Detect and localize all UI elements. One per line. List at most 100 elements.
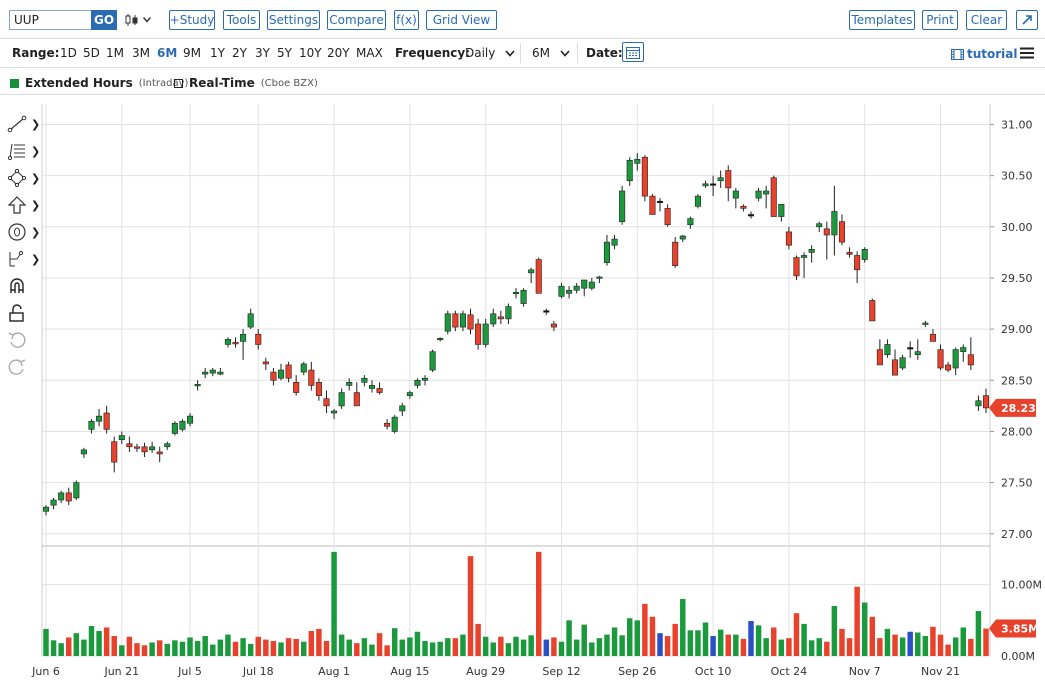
undo-button[interactable] xyxy=(7,329,41,351)
templates-button[interactable]: Templates xyxy=(849,10,915,30)
volume-bar xyxy=(930,626,936,656)
range-5d[interactable]: 5D xyxy=(83,46,100,60)
volume-bar xyxy=(422,641,428,656)
tool-fibonacci[interactable]: ❯ xyxy=(7,140,41,162)
range-20y[interactable]: 20Y xyxy=(327,46,350,60)
candle-body xyxy=(967,354,974,366)
date-axis-label: Jun 6 xyxy=(31,665,60,678)
candle-body xyxy=(88,420,95,430)
frequency-select[interactable]: Daily xyxy=(465,46,515,60)
print-button[interactable]: Print xyxy=(922,10,958,30)
volume-bar xyxy=(975,611,982,656)
tool-annotation[interactable]: ❯ xyxy=(7,221,41,243)
chevron-right-icon: ❯ xyxy=(31,225,41,239)
chart-type-dropdown[interactable] xyxy=(124,12,152,28)
candle-body xyxy=(755,190,762,199)
volume-bar xyxy=(285,638,292,656)
range-1d[interactable]: 1D xyxy=(60,46,77,60)
menu-button[interactable] xyxy=(1020,47,1034,62)
tutorial-link[interactable]: tutorial xyxy=(951,47,1018,61)
range-5y[interactable]: 5Y xyxy=(277,46,292,60)
volume-bar xyxy=(323,641,330,656)
range-6m[interactable]: 6M xyxy=(157,46,178,60)
candle-body xyxy=(50,499,57,506)
add-study-button[interactable]: +Study xyxy=(169,10,215,30)
tool-line[interactable]: ❯ xyxy=(7,113,41,135)
annotation-circle-icon xyxy=(8,223,26,241)
extended-hours-toggle[interactable]: Extended Hours (Intraday) xyxy=(10,76,188,90)
candle-body xyxy=(558,285,565,297)
volume-bar xyxy=(581,624,587,656)
range-1y[interactable]: 1Y xyxy=(210,46,225,60)
redo-button[interactable] xyxy=(7,356,41,378)
chevron-right-icon: ❯ xyxy=(31,198,41,212)
chevron-down-icon xyxy=(560,49,570,57)
symbol-input[interactable] xyxy=(9,10,99,30)
volume-bar xyxy=(376,633,383,656)
candle-body xyxy=(876,349,883,366)
volume-bar xyxy=(687,630,694,656)
candle-body xyxy=(444,313,451,332)
candle-body xyxy=(679,235,686,240)
candle-body xyxy=(247,313,254,328)
tool-magnet[interactable] xyxy=(7,275,41,297)
volume-bar xyxy=(399,639,406,656)
candle-body xyxy=(649,195,656,215)
range-1m[interactable]: 1M xyxy=(106,46,124,60)
volume-bar xyxy=(824,641,830,656)
candle-body xyxy=(384,422,391,427)
candle-body xyxy=(808,249,815,253)
range-3y[interactable]: 3Y xyxy=(255,46,270,60)
volume-bar xyxy=(513,636,519,656)
candle-body xyxy=(869,300,876,322)
function-button[interactable]: f(x) xyxy=(394,10,419,30)
range-label: Range: xyxy=(12,46,60,60)
range-max[interactable]: MAX xyxy=(356,46,383,60)
last-price-flag: 28.23 xyxy=(1001,402,1036,415)
price-axis-label: 29.50 xyxy=(1001,272,1033,285)
candle-body xyxy=(353,392,360,407)
candle-body xyxy=(490,313,497,325)
go-button[interactable]: GO xyxy=(91,10,117,30)
volume-bar xyxy=(733,634,739,656)
volume-bar xyxy=(861,602,868,656)
volume-bar xyxy=(217,639,224,656)
clear-button[interactable]: Clear xyxy=(966,10,1007,30)
candle-body xyxy=(664,208,671,226)
tool-measure[interactable]: ❯ xyxy=(7,248,41,270)
date-axis-label: Oct 10 xyxy=(695,665,732,678)
range-10y[interactable]: 10Y xyxy=(299,46,322,60)
real-time-toggle[interactable]: Real-Time (Cboe BZX) xyxy=(174,76,318,90)
volume-bar xyxy=(149,642,155,656)
grid-view-button[interactable]: Grid View xyxy=(426,10,497,30)
volume-bar xyxy=(391,628,398,656)
range-9m[interactable]: 9M xyxy=(183,46,201,60)
candle-body xyxy=(171,422,178,434)
price-axis-label: 29.00 xyxy=(1001,323,1033,336)
volume-bar xyxy=(793,613,800,656)
volume-bar xyxy=(748,621,754,656)
period-select[interactable]: 6M xyxy=(532,46,570,60)
expand-button[interactable] xyxy=(1016,10,1038,30)
volume-bar xyxy=(505,643,512,656)
candle-body xyxy=(619,190,626,222)
volume-bar xyxy=(543,639,550,656)
tool-lock[interactable] xyxy=(7,302,41,324)
range-2y[interactable]: 2Y xyxy=(232,46,247,60)
range-3m[interactable]: 3M xyxy=(132,46,150,60)
candle-body xyxy=(907,347,914,350)
top-toolbar: GO +Study Tools Settings Compare f(x) Gr… xyxy=(0,8,1045,32)
candle-body xyxy=(520,289,527,304)
compare-button[interactable]: Compare xyxy=(327,10,386,30)
tools-button[interactable]: Tools xyxy=(223,10,260,30)
date-axis-label: Aug 1 xyxy=(318,665,350,678)
date-picker-button[interactable] xyxy=(622,42,644,62)
volume-bar xyxy=(808,640,815,656)
candle-body xyxy=(846,252,853,255)
divider xyxy=(520,43,521,63)
settings-button[interactable]: Settings xyxy=(267,10,320,30)
tool-arrow[interactable]: ❯ xyxy=(7,194,41,216)
date-axis-label: Nov 21 xyxy=(921,665,960,678)
tool-shapes[interactable]: ❯ xyxy=(7,167,41,189)
